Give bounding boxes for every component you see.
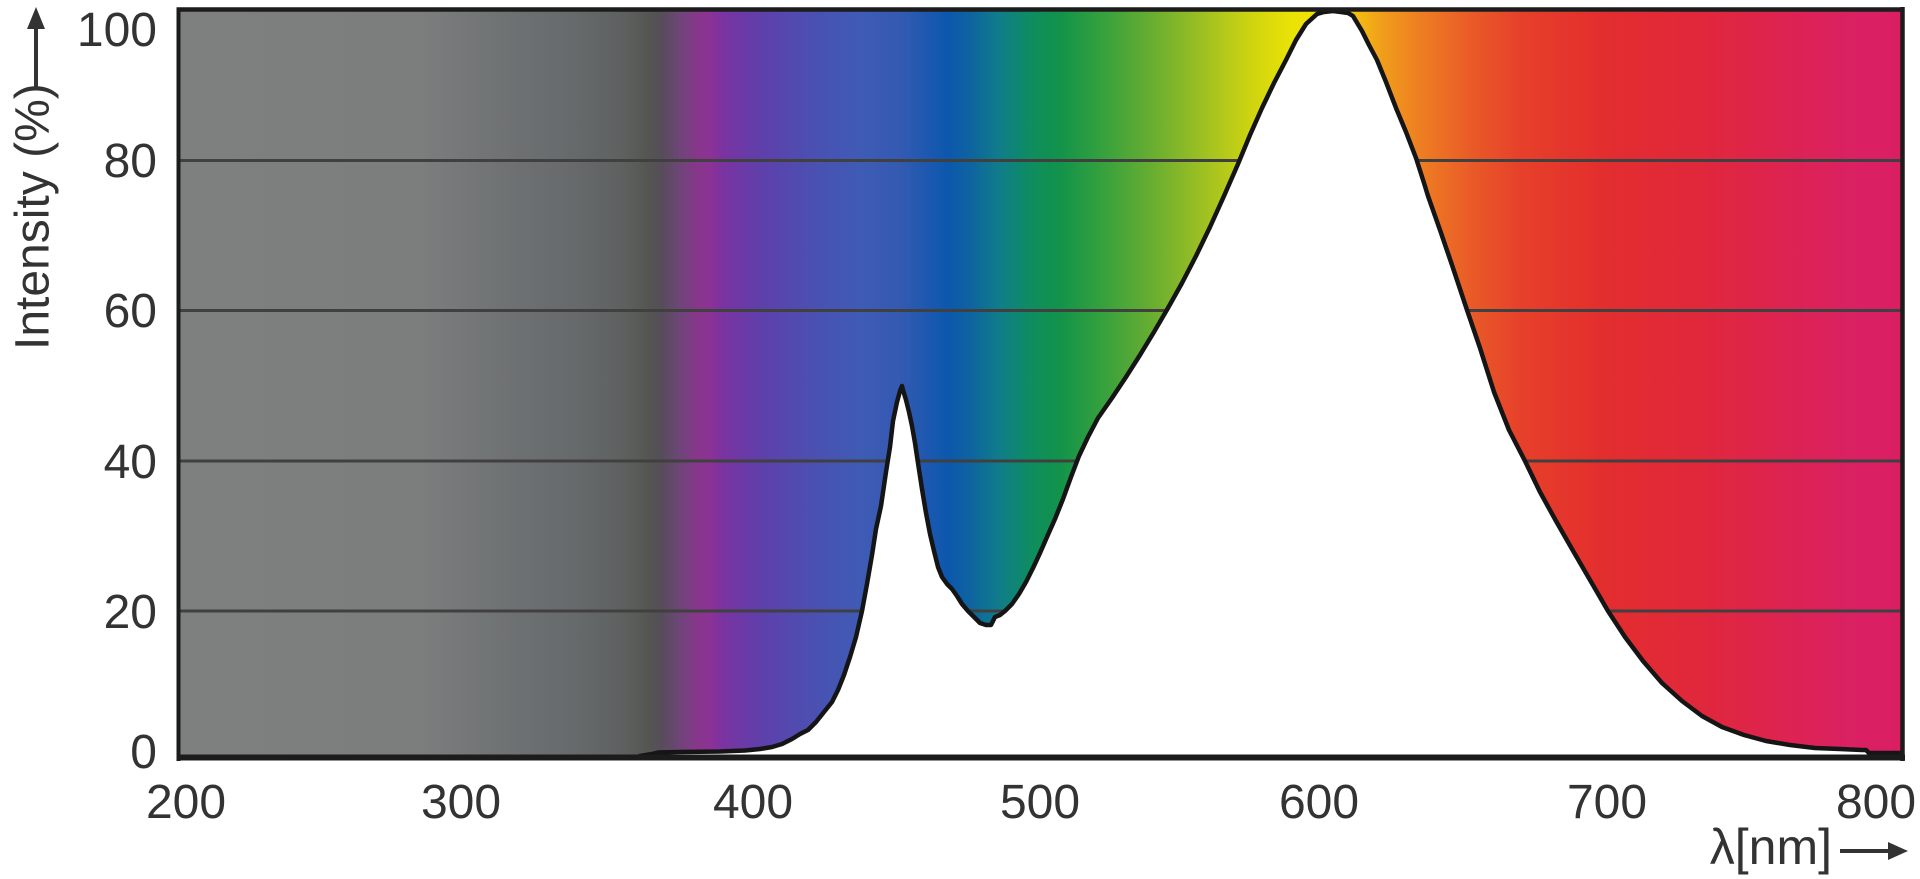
svg-text:600: 600 xyxy=(1279,776,1359,829)
svg-text:0: 0 xyxy=(130,726,157,779)
svg-text:800: 800 xyxy=(1836,776,1916,829)
svg-text:40: 40 xyxy=(104,436,157,489)
svg-text:500: 500 xyxy=(1000,776,1080,829)
svg-text:700: 700 xyxy=(1567,776,1647,829)
svg-text:20: 20 xyxy=(104,586,157,639)
svg-text:200: 200 xyxy=(146,776,226,829)
svg-text:400: 400 xyxy=(713,776,793,829)
svg-text:Intensity (%): Intensity (%) xyxy=(7,83,60,350)
svg-text:λ[nm]: λ[nm] xyxy=(1710,819,1832,875)
svg-text:100: 100 xyxy=(77,4,157,57)
svg-text:80: 80 xyxy=(104,135,157,188)
svg-text:300: 300 xyxy=(421,776,501,829)
svg-text:60: 60 xyxy=(104,285,157,338)
